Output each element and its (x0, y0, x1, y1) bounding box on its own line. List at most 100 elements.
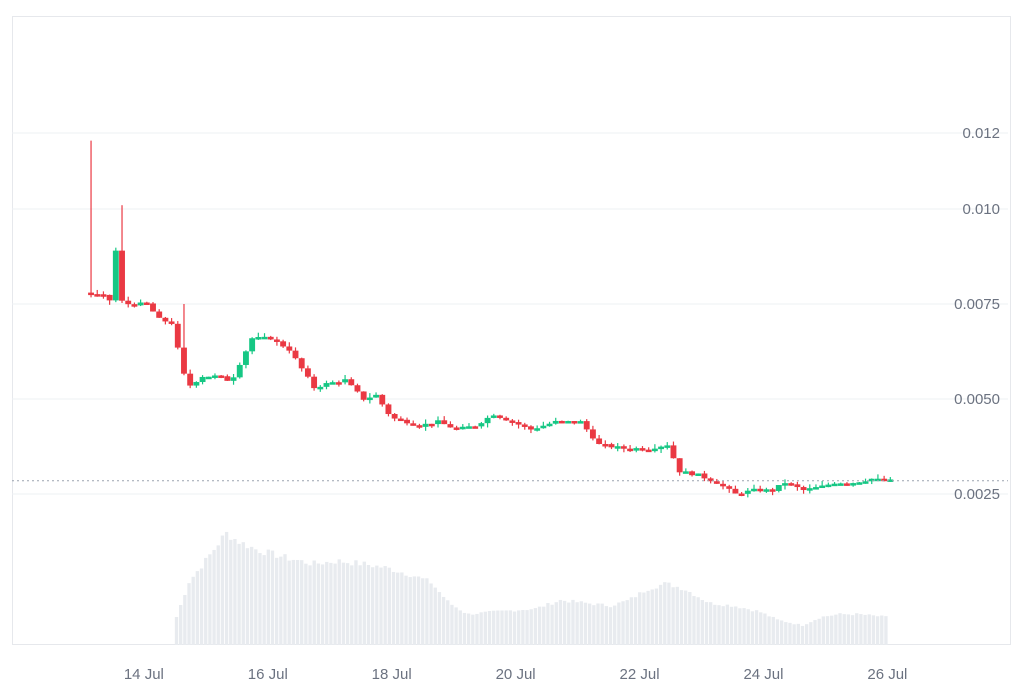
candle-111 (775, 485, 782, 493)
candle-58 (447, 421, 454, 428)
candle-body-101 (713, 481, 720, 484)
volume-bar-138 (750, 611, 755, 645)
candle-body-2 (100, 294, 107, 297)
candle-63 (478, 421, 485, 429)
candle-body-40 (335, 382, 342, 385)
volume-bar-78 (500, 610, 504, 645)
candle-97 (689, 470, 695, 477)
candle-body-22 (224, 376, 231, 381)
volume-bar-97 (579, 601, 583, 645)
volume-bar-83 (521, 609, 525, 645)
volume-bar-139 (754, 610, 759, 645)
candlesticks[interactable] (88, 140, 894, 498)
volume-bar-150 (800, 625, 805, 645)
candle-60 (459, 424, 466, 430)
volume-bars (174, 531, 888, 645)
volume-bar-144 (775, 619, 780, 645)
candle-29 (267, 335, 274, 341)
candle-body-43 (354, 385, 361, 392)
volume-bar-170 (884, 616, 888, 645)
candle-body-92 (658, 446, 665, 450)
volume-bar-38 (333, 563, 337, 645)
candle-body-81 (589, 429, 596, 439)
candle-body-128 (881, 478, 888, 482)
volume-bar-111 (638, 592, 642, 645)
volume-bar-164 (859, 614, 863, 645)
volume-bar-52 (391, 571, 396, 645)
volume-bar-94 (567, 602, 571, 645)
volume-bar-159 (838, 613, 842, 645)
candle-50 (397, 416, 404, 422)
candle-4 (112, 247, 119, 303)
volume-bar-13 (229, 539, 233, 645)
candle-1 (94, 289, 101, 297)
candle-body-62 (472, 426, 479, 429)
candle-91 (651, 444, 658, 453)
candle-126 (868, 478, 875, 485)
candle-73 (540, 421, 547, 429)
x-tick-label-1: 16 Jul (248, 666, 288, 683)
candle-body-104 (732, 488, 739, 494)
candle-body-119 (825, 484, 832, 488)
volume-bar-7 (204, 557, 208, 645)
volume-bar-66 (450, 604, 454, 645)
candle-body-129 (887, 479, 894, 482)
candle-35 (304, 365, 311, 379)
candle-7 (131, 302, 138, 308)
volume-bar-141 (763, 613, 767, 645)
candle-6 (125, 296, 132, 308)
candle-90 (645, 447, 652, 453)
candle-68 (509, 419, 516, 426)
candle-body-32 (286, 346, 293, 351)
grid-lines (12, 132, 1008, 495)
candle-74 (546, 421, 553, 427)
volume-bar-35 (320, 564, 325, 645)
candle-59 (453, 425, 460, 431)
volume-bar-86 (533, 608, 538, 645)
candle-body-127 (874, 478, 881, 482)
candle-body-97 (689, 471, 695, 476)
candle-body-82 (596, 438, 603, 444)
candle-body-25 (242, 351, 249, 365)
volume-bar-42 (350, 565, 354, 645)
candle-67 (503, 416, 510, 421)
volume-bar-64 (441, 596, 446, 645)
candle-109 (763, 487, 770, 493)
volume-bar-51 (387, 567, 392, 645)
candle-body-37 (317, 386, 324, 390)
volume-bar-9 (212, 549, 216, 645)
candle-32 (286, 342, 293, 354)
volume-bar-46 (366, 565, 371, 645)
candle-15 (181, 304, 187, 376)
candle-body-13 (168, 321, 175, 324)
candle-98 (695, 473, 702, 476)
candle-body-42 (348, 379, 355, 386)
candle-body-106 (744, 490, 751, 494)
volume-bar-149 (796, 623, 800, 645)
candle-body-85 (614, 446, 621, 449)
candle-body-18 (199, 376, 206, 383)
volume-bar-17 (245, 548, 250, 645)
candle-body-23 (230, 377, 237, 381)
volume-bar-91 (554, 602, 558, 645)
candle-81 (589, 425, 596, 441)
volume-bar-143 (771, 616, 775, 645)
volume-bar-19 (254, 549, 258, 645)
candle-118 (819, 481, 826, 489)
candle-99 (701, 470, 708, 482)
candle-body-46 (373, 394, 379, 398)
candle-body-125 (862, 481, 869, 484)
candle-65 (490, 413, 497, 419)
candle-52 (410, 420, 417, 426)
candle-31 (280, 339, 287, 348)
volume-bar-70 (466, 613, 471, 645)
volume-bar-48 (375, 565, 379, 645)
volume-bar-11 (220, 535, 225, 645)
candle-85 (614, 443, 621, 452)
volume-bar-71 (471, 614, 475, 645)
candle-body-57 (441, 420, 448, 425)
volume-bar-80 (508, 610, 513, 645)
volume-bar-67 (454, 607, 458, 645)
volume-bar-30 (300, 560, 304, 645)
volume-bar-6 (199, 568, 204, 645)
